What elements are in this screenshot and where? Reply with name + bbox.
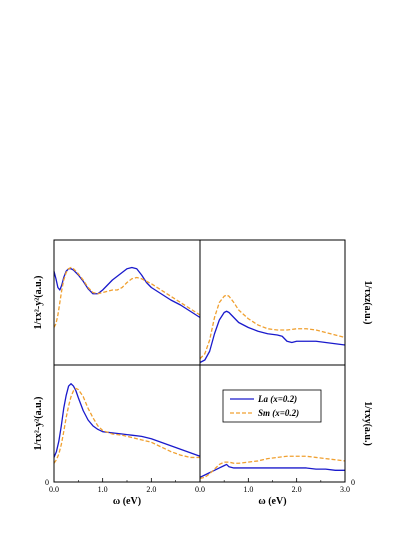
x-tick-label-bottom-right-3: 3.0: [340, 485, 350, 494]
x-tick-label-bottom-right-1: 1.0: [243, 485, 253, 494]
panel-bottom-right: 0.0 1.0 2.0 3.00 ω (eV) 1/τxy(a.u.): [195, 364, 373, 507]
series-line-sm-top-left: [53, 266, 201, 328]
series-line-la-top-left: [53, 266, 201, 319]
legend-box: [222, 389, 322, 423]
y-axis-label-top-left: 1/τx²-y²(a.u.): [33, 276, 44, 330]
y-axis-label-top-right: 1/τxz(a.u.): [362, 280, 373, 324]
x-tick-label-bottom-left-2: 2.0: [146, 485, 156, 494]
series-line-la-bottom-left: [53, 383, 201, 458]
panel-top-right: 1/τxz(a.u.): [199, 239, 373, 366]
x-tick-label-bottom-left-0: 0.0: [49, 485, 59, 494]
y-axis-label-bottom-left: 1/τx²-y²(a.u.): [33, 397, 44, 451]
series-line-sm-bottom-right: [199, 455, 346, 480]
legend-sm-label: Sm (x=0.2): [258, 408, 299, 418]
panel-frame-bottom-left: [53, 364, 201, 483]
y-axis-label-bottom-right: 1/τxy(a.u.): [362, 401, 373, 446]
legend: La (x=0.2) Sm (x=0.2): [222, 389, 322, 423]
y-tick-label-bottom-right: 0: [351, 478, 355, 487]
x-axis-label-bottom-left: ω (eV): [113, 496, 141, 507]
series-line-la-top-right: [199, 310, 346, 364]
panel-frame-top-right: [199, 239, 346, 366]
x-tick-label-bottom-right-2: 2.0: [292, 485, 302, 494]
panel-frame-bottom-right: [199, 364, 346, 483]
x-tick-label-bottom-right-0: 0.0: [195, 485, 205, 494]
x-axis-label-bottom-right: ω (eV): [258, 496, 286, 507]
panels: 1/τx²-y²(a.u.) 1/τxz(a.u.) 0.0 1.0 2.0 0 ω (eV…: [33, 239, 373, 507]
panel-top-left: 1/τx²-y²(a.u.): [33, 239, 201, 366]
y-tick-label-bottom-left: 0: [45, 478, 49, 487]
legend-la-label: La (x=0.2): [257, 394, 297, 404]
x-tick-label-bottom-left-1: 1.0: [98, 485, 108, 494]
series-line-sm-bottom-left: [53, 387, 200, 464]
panel-frame-top-left: [53, 239, 201, 366]
panel-bottom-left: 0.0 1.0 2.0 0 ω (eV) 1/τx²-y²(a.u.): [33, 364, 201, 507]
series-line-la-bottom-right: [199, 463, 345, 478]
series-line-sm-top-right: [199, 294, 346, 360]
